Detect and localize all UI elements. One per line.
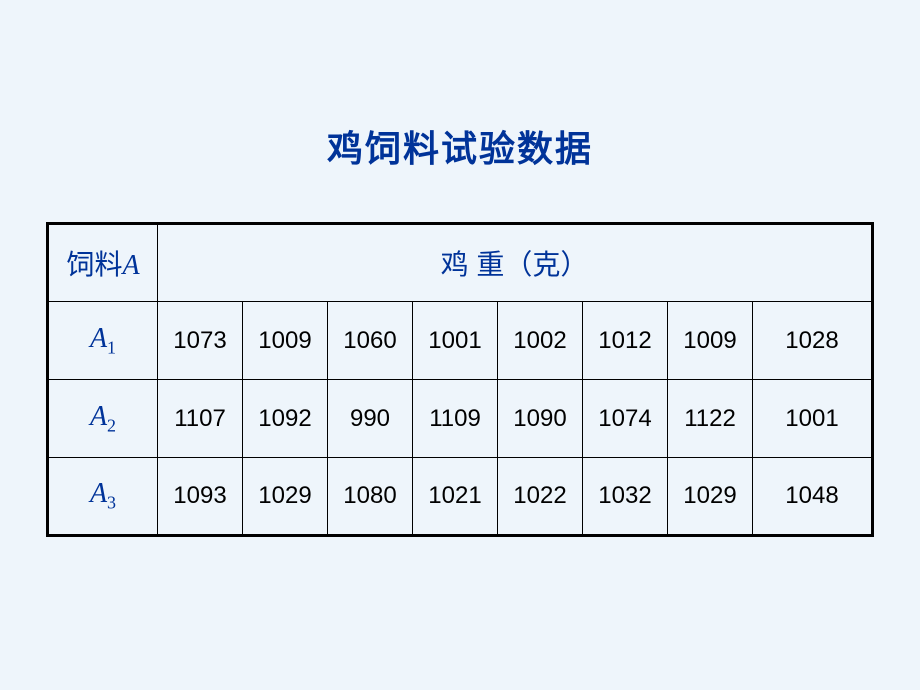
row-label-sub: 3 [107, 493, 116, 513]
data-cell: 990 [328, 380, 413, 458]
header-label-var: A [122, 250, 139, 281]
data-cell: 1107 [158, 380, 243, 458]
header-span-cell: 鸡 重（克） [158, 224, 873, 302]
data-cell: 1012 [583, 302, 668, 380]
data-cell: 1001 [753, 380, 873, 458]
row-label-base: A [90, 401, 107, 432]
data-cell: 1029 [243, 458, 328, 536]
data-cell: 1090 [498, 380, 583, 458]
data-cell: 1092 [243, 380, 328, 458]
row-label-cell: A2 [48, 380, 158, 458]
row-label-cell: A1 [48, 302, 158, 380]
data-cell: 1021 [413, 458, 498, 536]
page-title: 鸡饲料试验数据 [327, 120, 593, 172]
data-cell: 1048 [753, 458, 873, 536]
data-cell: 1073 [158, 302, 243, 380]
table-row: A1 1073 1009 1060 1001 1002 1012 1009 10… [48, 302, 873, 380]
data-cell: 1080 [328, 458, 413, 536]
data-cell: 1032 [583, 458, 668, 536]
data-cell: 1029 [668, 458, 753, 536]
data-cell: 1060 [328, 302, 413, 380]
row-label-base: A [90, 323, 107, 354]
data-cell: 1009 [243, 302, 328, 380]
data-cell: 1022 [498, 458, 583, 536]
data-cell: 1028 [753, 302, 873, 380]
data-cell: 1122 [668, 380, 753, 458]
data-cell: 1093 [158, 458, 243, 536]
data-cell: 1002 [498, 302, 583, 380]
header-label-cell: 饲料A [48, 224, 158, 302]
row-label-base: A [90, 478, 107, 509]
table-header-row: 饲料A 鸡 重（克） [48, 224, 873, 302]
row-label-sub: 1 [107, 337, 116, 357]
table-row: A3 1093 1029 1080 1021 1022 1032 1029 10… [48, 458, 873, 536]
row-label-sub: 2 [107, 415, 116, 435]
header-label-prefix: 饲料 [66, 249, 122, 280]
data-cell: 1001 [413, 302, 498, 380]
data-table: 饲料A 鸡 重（克） A1 1073 1009 1060 1001 1002 1… [46, 222, 874, 537]
table-body: A1 1073 1009 1060 1001 1002 1012 1009 10… [48, 302, 873, 536]
row-label-cell: A3 [48, 458, 158, 536]
table-row: A2 1107 1092 990 1109 1090 1074 1122 100… [48, 380, 873, 458]
data-cell: 1109 [413, 380, 498, 458]
data-cell: 1074 [583, 380, 668, 458]
data-cell: 1009 [668, 302, 753, 380]
